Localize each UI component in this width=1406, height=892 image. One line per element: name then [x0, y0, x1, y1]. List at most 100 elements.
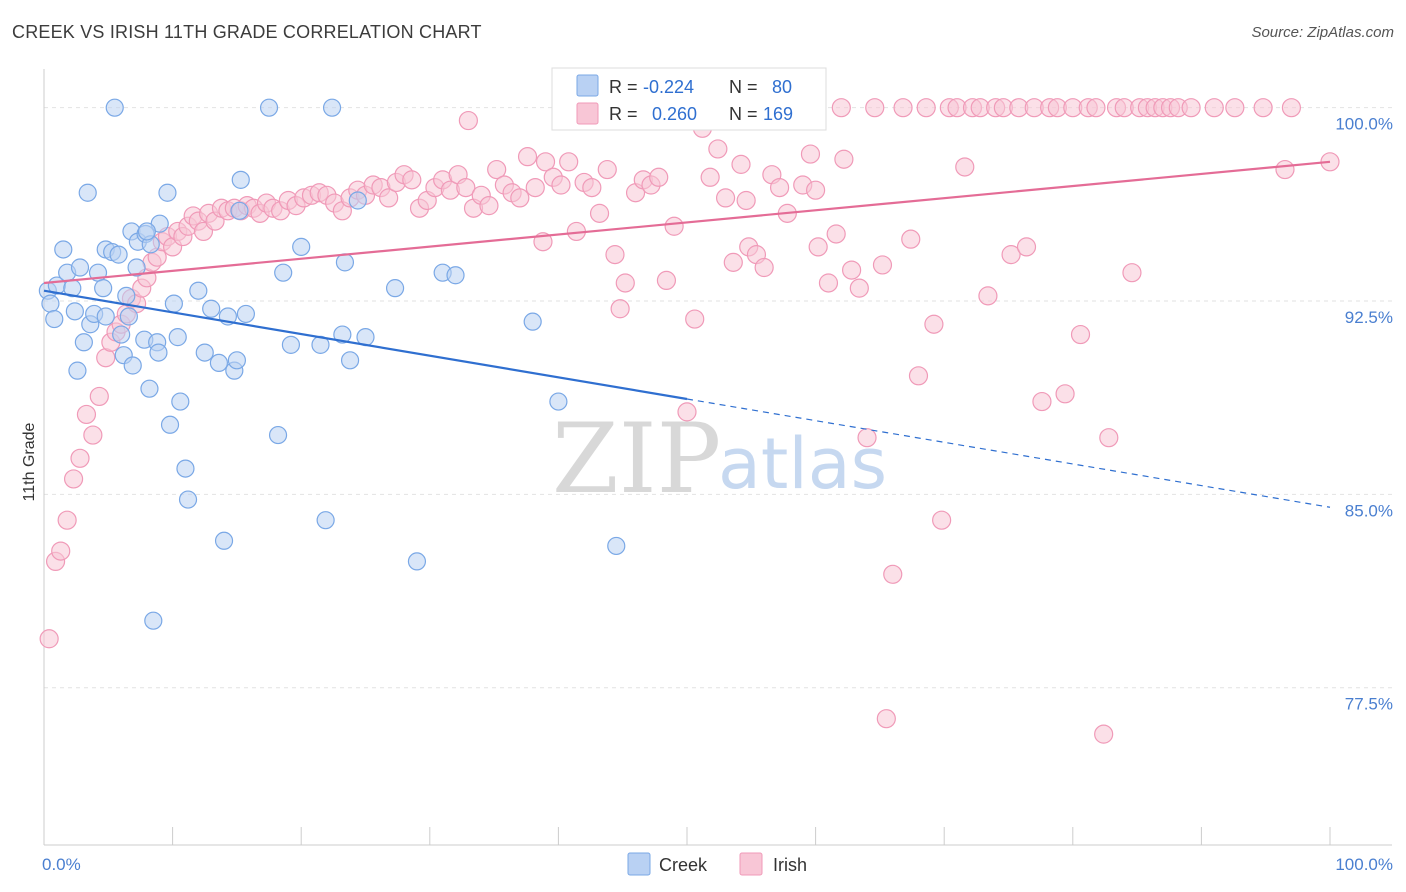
irish-point-159 — [1204, 98, 1224, 118]
irish-point-78 — [559, 152, 579, 172]
irish-point-125 — [924, 314, 944, 334]
irish-point-111 — [818, 273, 839, 293]
series-creek-points — [38, 98, 626, 630]
irish-point-161 — [1253, 98, 1273, 118]
irish-point-83 — [597, 159, 617, 180]
irish-point-94 — [685, 309, 705, 329]
irish-point-147 — [1094, 724, 1114, 744]
creek-point-20 — [109, 245, 128, 264]
creek-point-10 — [74, 333, 93, 352]
creek-point-44 — [189, 281, 208, 300]
source-label: Source: ZipAtlas.com — [1251, 24, 1394, 41]
irish-point-84 — [605, 245, 625, 265]
creek-point-42 — [176, 459, 195, 478]
stats-legend-creek-n-label: N = — [729, 77, 758, 97]
creek-point-53 — [236, 304, 256, 324]
irish-point-164 — [1281, 98, 1302, 118]
irish-point-72 — [517, 147, 538, 167]
irish-point-146 — [1086, 98, 1106, 118]
axes — [43, 69, 1392, 846]
creek-point-47 — [209, 353, 228, 373]
irish-point-73 — [525, 177, 545, 198]
irish-point-160 — [1225, 98, 1245, 118]
irish-point-75 — [535, 152, 556, 172]
creek-point-62 — [333, 325, 352, 344]
irish-point-114 — [842, 260, 862, 280]
creek-point-54 — [259, 98, 279, 117]
irish-point-67 — [479, 196, 499, 216]
creek-point-31 — [140, 379, 159, 398]
creek-point-35 — [149, 343, 168, 362]
creek-point-38 — [160, 415, 180, 434]
x-tick-label-1: 100.0% — [1335, 855, 1393, 874]
irish-point-171 — [805, 180, 826, 200]
irish-point-2 — [51, 541, 71, 561]
creek-point-61 — [322, 98, 342, 117]
y-tick-label-0: 100.0% — [1335, 115, 1393, 134]
creek-point-24 — [119, 307, 138, 326]
irish-point-121 — [893, 98, 913, 118]
x-tick-label-0: 0.0% — [42, 855, 81, 874]
creek-point-74 — [230, 201, 249, 220]
irish-point-105 — [769, 177, 790, 198]
irish-point-151 — [1122, 263, 1142, 283]
creek-point-37 — [158, 183, 177, 202]
irish-point-142 — [1055, 384, 1075, 404]
stats-legend-irish-swatch — [576, 102, 599, 125]
irish-point-71 — [510, 188, 530, 208]
irish-point-3 — [57, 510, 77, 530]
creek-point-39 — [164, 294, 183, 313]
creek-point-63 — [335, 253, 355, 272]
irish-point-91 — [656, 270, 677, 291]
creek-point-75 — [137, 222, 156, 241]
creek-point-4 — [54, 240, 73, 259]
creek-trend-line-extension — [686, 398, 1331, 508]
creek-point-41 — [171, 392, 190, 411]
legend-irish-label: Irish — [773, 855, 807, 875]
creek-point-1 — [41, 294, 60, 313]
irish-point-99 — [723, 252, 743, 272]
y-axis-label: 11th Grade — [21, 422, 38, 501]
creek-point-15 — [94, 279, 113, 298]
irish-point-129 — [955, 157, 975, 177]
creek-point-71 — [523, 312, 542, 331]
stats-legend-creek-n-value: 80 — [772, 77, 792, 97]
irish-point-122 — [901, 229, 921, 249]
creek-point-23 — [117, 286, 136, 305]
irish-point-117 — [865, 98, 885, 118]
stats-legend-irish-n-value: 169 — [763, 104, 793, 124]
creek-point-45 — [195, 343, 214, 362]
y-tick-labels: 100.0% 92.5% 85.0% 77.5% — [1335, 115, 1393, 714]
irish-point-7 — [83, 425, 103, 445]
stats-legend-irish-r-value: 0.260 — [652, 104, 697, 124]
irish-point-135 — [1001, 245, 1021, 265]
irish-point-77 — [551, 175, 571, 195]
legend-creek-swatch — [627, 852, 651, 876]
irish-point-85 — [610, 299, 630, 319]
irish-point-124 — [916, 98, 936, 118]
creek-point-43 — [178, 490, 198, 509]
x-tick-labels: 0.0% 100.0% — [42, 855, 1393, 874]
irish-point-100 — [731, 154, 751, 174]
creek-point-65 — [348, 191, 367, 210]
irish-point-5 — [70, 448, 90, 468]
irish-point-158 — [1181, 98, 1201, 118]
stats-legend-creek-r-value: -0.224 — [643, 77, 694, 97]
creek-point-8 — [68, 361, 87, 380]
stats-legend-creek-swatch — [576, 74, 599, 97]
creek-point-57 — [281, 335, 301, 354]
creek-point-67 — [385, 279, 405, 298]
creek-point-70 — [446, 266, 465, 285]
irish-point-98 — [715, 188, 736, 208]
irish-point-93 — [677, 402, 697, 422]
irish-point-0 — [39, 629, 59, 649]
bottom-legend: Creek Irish — [627, 852, 807, 876]
irish-point-132 — [978, 286, 998, 306]
creek-point-46 — [202, 299, 221, 318]
creek-point-56 — [274, 263, 293, 282]
creek-point-64 — [340, 351, 360, 370]
creek-point-55 — [268, 425, 288, 445]
irish-point-172 — [458, 110, 478, 131]
stats-legend-irish-n-label: N = — [729, 104, 758, 124]
